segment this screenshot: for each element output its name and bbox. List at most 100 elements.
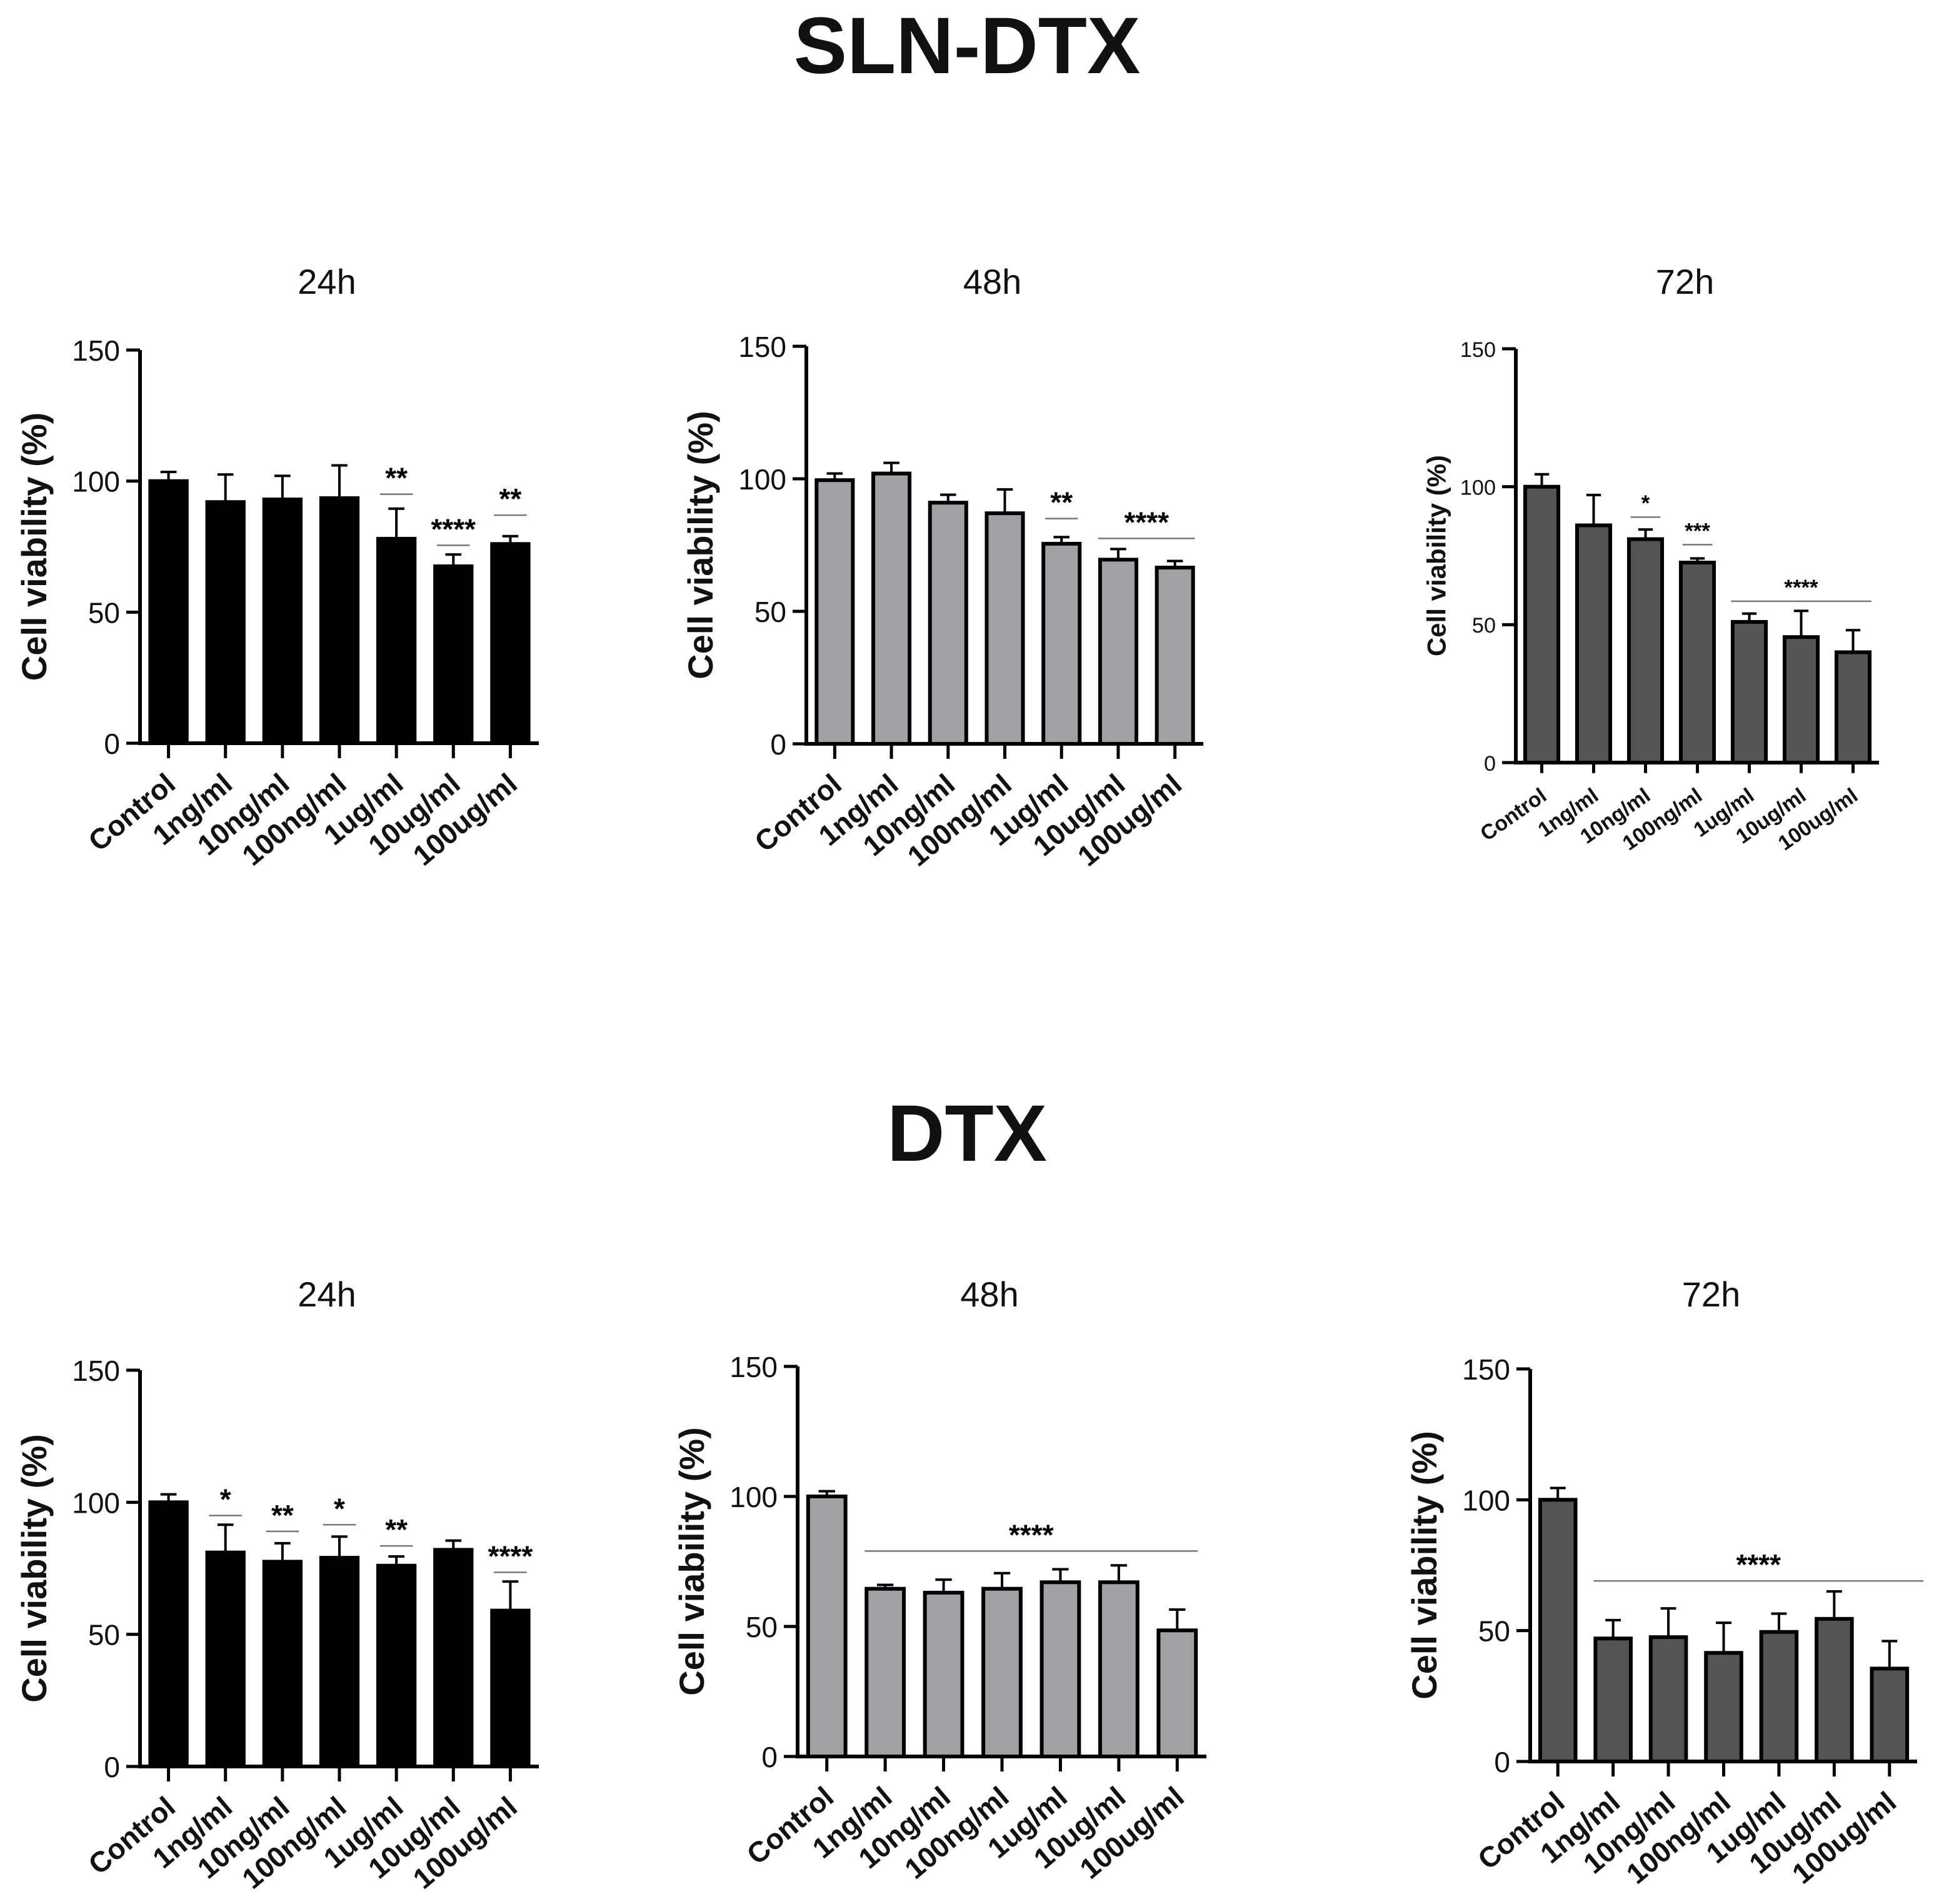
y-axis-label: Cell viability (%)	[1405, 1431, 1444, 1699]
y-tick-label: 100	[729, 1481, 778, 1513]
bar	[1730, 619, 1768, 764]
y-tick-label: 100	[738, 463, 786, 496]
significance-marker: **	[385, 1513, 408, 1546]
bar	[1523, 484, 1561, 764]
bar	[1704, 1651, 1743, 1764]
y-tick-label: 0	[1494, 1746, 1510, 1778]
bar	[1156, 1628, 1198, 1758]
bar	[376, 1563, 417, 1768]
significance-marker: ****	[1009, 1518, 1054, 1551]
section-title-dtx: DTX	[887, 1089, 1047, 1178]
bar	[1041, 541, 1082, 746]
y-axis-label: Cell viability (%)	[1422, 455, 1451, 656]
bar	[433, 564, 474, 745]
y-tick-label: 150	[1460, 338, 1496, 362]
bar	[319, 1556, 360, 1768]
y-tick-label: 0	[770, 728, 786, 761]
bar	[1098, 558, 1138, 746]
y-tick-label: 150	[738, 331, 786, 363]
significance-marker: *	[334, 1492, 345, 1525]
bar	[1040, 1580, 1081, 1759]
bar	[262, 1560, 303, 1768]
significance-marker: *	[1641, 491, 1650, 516]
bar	[376, 536, 417, 745]
section-title-sln-dtx: SLN-DTX	[793, 1, 1141, 91]
bar	[490, 542, 531, 745]
y-tick-label: 100	[72, 1486, 120, 1519]
y-tick-label: 150	[1462, 1353, 1510, 1386]
significance-marker: **	[385, 462, 408, 494]
x-tick-label: Control	[1476, 784, 1551, 846]
chart-title: 24h	[298, 262, 356, 301]
bar	[148, 479, 189, 745]
significance-marker: ****	[1784, 576, 1818, 600]
y-tick-label: 50	[754, 596, 786, 628]
y-tick-label: 100	[1460, 476, 1496, 499]
bar	[1782, 635, 1820, 765]
bar	[1538, 1498, 1578, 1763]
y-tick-label: 50	[1478, 1615, 1510, 1648]
significance-marker: *	[220, 1483, 231, 1515]
significance-marker: **	[271, 1499, 294, 1531]
y-tick-label: 50	[1472, 614, 1496, 638]
significance-marker: ****	[1736, 1548, 1781, 1581]
significance-marker: ****	[1124, 506, 1169, 538]
y-axis-label: Cell viability (%)	[681, 411, 720, 679]
bar	[433, 1548, 474, 1768]
significance-marker: ****	[488, 1540, 533, 1572]
significance-marker: **	[499, 483, 522, 515]
bar	[1834, 650, 1872, 765]
chart-title: 48h	[963, 262, 1021, 301]
bar	[319, 496, 360, 745]
significance-marker: ***	[1685, 519, 1710, 543]
significance-marker: **	[1050, 486, 1073, 519]
y-tick-label: 100	[1462, 1484, 1510, 1516]
y-tick-label: 50	[88, 596, 120, 629]
bar	[262, 498, 303, 745]
y-tick-label: 0	[104, 1751, 120, 1783]
y-tick-label: 0	[1484, 752, 1496, 776]
y-tick-label: 50	[746, 1611, 778, 1643]
bar	[923, 1590, 964, 1758]
y-tick-label: 0	[761, 1741, 778, 1773]
bar	[864, 1586, 906, 1758]
bar	[928, 501, 968, 746]
y-axis-label: Cell viability (%)	[14, 1434, 54, 1702]
bar	[1593, 1636, 1633, 1764]
bar	[1575, 523, 1613, 764]
significance-marker: ****	[431, 513, 476, 545]
y-tick-label: 150	[72, 1355, 120, 1387]
bar	[1648, 1635, 1688, 1764]
bar	[490, 1608, 531, 1768]
y-tick-label: 50	[88, 1619, 120, 1651]
bar	[1098, 1580, 1140, 1759]
bar	[814, 478, 855, 746]
y-tick-label: 100	[72, 466, 120, 498]
y-tick-label: 150	[729, 1351, 778, 1383]
y-tick-label: 150	[72, 334, 120, 367]
bar	[1155, 566, 1195, 746]
y-tick-label: 0	[104, 728, 120, 760]
bar	[985, 511, 1025, 746]
y-axis-label: Cell viability (%)	[672, 1427, 711, 1695]
bar	[806, 1495, 848, 1758]
bar	[1759, 1630, 1799, 1764]
y-axis-label: Cell viability (%)	[14, 413, 54, 681]
bar	[1678, 561, 1716, 764]
bar	[148, 1500, 189, 1768]
bar	[205, 500, 246, 745]
chart-title: 72h	[1682, 1275, 1740, 1314]
chart-title: 72h	[1656, 262, 1714, 301]
bar	[1870, 1666, 1910, 1764]
bar	[1815, 1616, 1854, 1763]
bar	[205, 1550, 246, 1768]
bar	[981, 1586, 1023, 1758]
bar	[1626, 537, 1665, 764]
chart-title: 24h	[298, 1275, 356, 1314]
